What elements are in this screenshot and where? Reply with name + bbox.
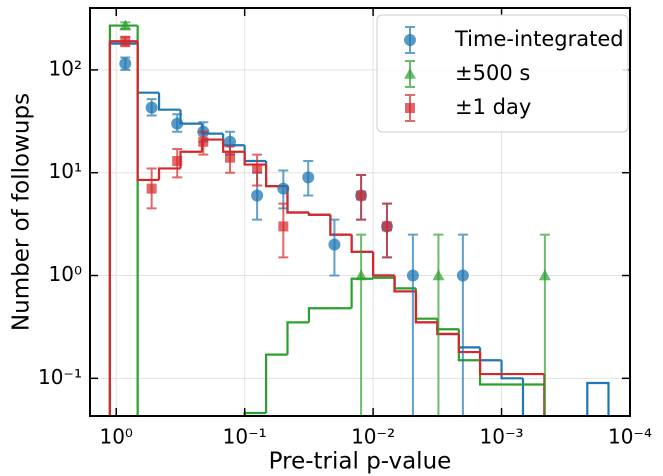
legend-label: Time-integrated: [454, 27, 624, 51]
marker: [328, 238, 341, 251]
histogram-step: [157, 92, 181, 111]
histogram-step: [108, 42, 138, 416]
error-bar: [433, 233, 444, 416]
marker: [119, 19, 132, 31]
legend: Time-integrated ±500 s ±1 day: [376, 14, 629, 133]
marker: [251, 189, 264, 202]
marker: [145, 101, 158, 114]
histogram-step: [350, 234, 374, 253]
histogram-step: [329, 214, 352, 236]
marker: [406, 269, 419, 282]
histogram-step: [264, 353, 288, 413]
x-tick-label: 10⁻³: [480, 425, 524, 449]
legend-label: ±1 day: [455, 95, 531, 119]
histogram-step: [222, 139, 245, 153]
y-tick-label: 10²: [49, 56, 82, 80]
histogram-step: [350, 234, 374, 253]
error-bar: [356, 233, 367, 416]
marker: [538, 269, 551, 281]
histogram-step: [372, 251, 395, 277]
histogram-step: [521, 378, 525, 416]
histogram-step: [543, 374, 546, 416]
histogram-step: [372, 276, 395, 279]
y-axis-label: Number of followups: [9, 93, 35, 331]
y-tick-label: 10⁻¹: [38, 365, 82, 389]
histogram-step: [372, 251, 395, 277]
y-tick-label: 10¹: [49, 159, 82, 183]
error-bar: [539, 233, 550, 416]
marker: [146, 183, 157, 194]
marker: [404, 68, 416, 79]
plot-frame: [89, 7, 631, 417]
plot-area: [108, 19, 610, 416]
y-tick-label: 10⁰: [49, 262, 82, 286]
histogram-step: [136, 43, 160, 94]
histogram-step: [286, 186, 309, 214]
x-axis-label: Pre-trial p-value: [269, 449, 452, 475]
histogram-step: [350, 277, 374, 309]
histogram-step: [286, 321, 309, 355]
histogram-step: [157, 167, 181, 180]
marker: [356, 190, 367, 201]
histogram-step: [478, 360, 502, 386]
marker: [381, 221, 392, 232]
histogram-step: [286, 186, 309, 214]
x-tick-label: 10⁻⁴: [608, 425, 652, 449]
marker: [405, 103, 415, 113]
legend-label: ±500 s: [455, 61, 530, 85]
error-bar: [407, 233, 418, 416]
histogram-step: [436, 322, 459, 336]
marker: [355, 269, 368, 281]
histogram-step: [478, 352, 502, 376]
marker: [119, 57, 132, 70]
marker: [225, 152, 236, 163]
histogram-step: [478, 347, 502, 362]
histogram-step: [108, 40, 138, 416]
legend-box: [376, 14, 629, 133]
x-tick-label: 10⁻¹: [223, 425, 267, 449]
histogram-step: [500, 360, 523, 380]
x-tick-label: 10⁰: [99, 425, 132, 449]
histogram-step: [307, 212, 331, 216]
marker: [120, 36, 131, 47]
axes: 10⁰ 10⁻¹ 10⁻² 10⁻³ 10⁻⁴ 10⁻¹ 10⁰ 10¹ 10²: [38, 8, 652, 449]
marker: [302, 171, 315, 184]
histogram-step: [136, 25, 139, 416]
histogram-step: [108, 24, 138, 416]
histogram-step: [543, 384, 546, 416]
histogram-step: [243, 145, 267, 163]
histogram-step: [586, 381, 610, 416]
marker: [404, 34, 416, 46]
marker: [278, 221, 289, 232]
marker: [432, 269, 445, 281]
marker: [171, 117, 184, 130]
marker: [198, 136, 209, 147]
marker: [224, 135, 237, 148]
histogram-step: [393, 275, 416, 293]
histogram-step: [414, 288, 438, 320]
marker: [172, 155, 183, 166]
histogram-step: [436, 318, 459, 331]
x-tick-label: 10⁻²: [351, 425, 395, 449]
histogram-step: [307, 307, 331, 323]
marker: [456, 269, 469, 282]
marker: [252, 163, 263, 174]
histogram-step: [414, 291, 438, 324]
marker: [277, 182, 290, 195]
histogram-step: [457, 333, 481, 354]
